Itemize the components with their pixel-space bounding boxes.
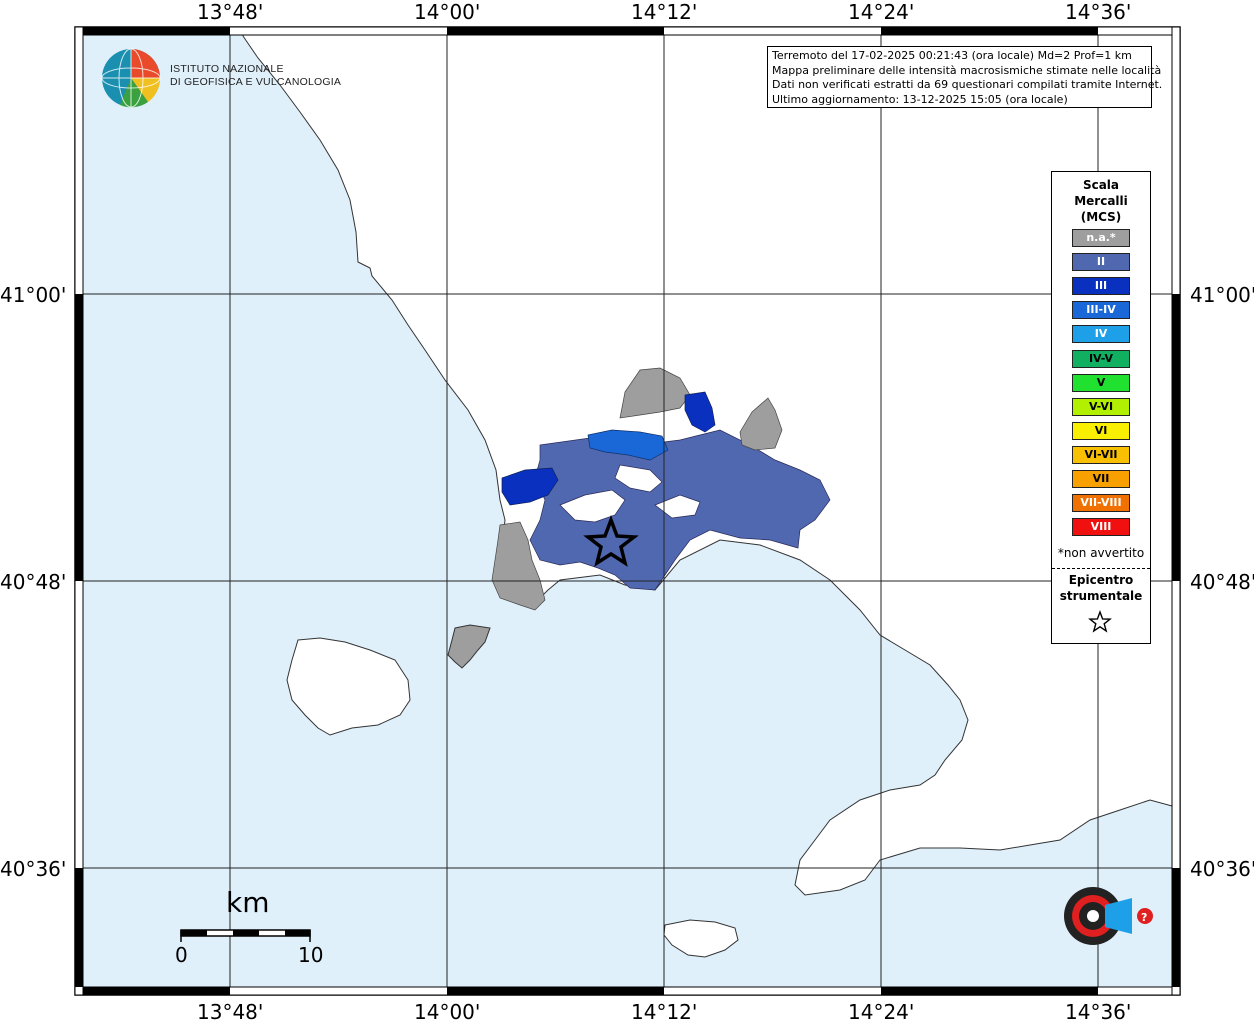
legend-title-line3: (MCS) [1080,210,1122,224]
scale-bar-unit: km [226,886,270,919]
unreported-area-3 [654,494,701,519]
ischia-island [286,637,411,736]
legend-swatch-vi-vii: VI-VII [1072,445,1130,464]
ingv-logo-line1: ISTITUTO NAZIONALE [170,63,284,75]
info-line-3: Dati non verificati estratti da 69 quest… [772,78,1163,91]
lon-label-bottom-1: 13°48' [197,1000,264,1024]
legend-swatch-v-vi: V-VI [1072,397,1130,416]
lon-label-bottom-2: 14°00' [414,1000,481,1024]
legend-title: Scala Mercalli (MCS) [1052,177,1150,225]
epicenter-star [583,515,639,567]
unreported-area-1 [559,489,626,523]
graticule [75,27,1180,995]
lat-label-right-1: 41°00' [1190,283,1254,307]
lat-label-left-1: 41°00' [0,283,67,307]
area-intensity-III-north [684,391,716,433]
area-not-assigned-east [739,397,783,451]
procida-island [447,624,491,669]
lon-label-bottom-4: 14°24' [848,1000,915,1024]
legend-title-line2: Mercalli [1074,194,1128,208]
lat-label-left-3: 40°36' [0,857,67,881]
legend-title-line1: Scala [1082,178,1120,192]
ingv-logo-text: ISTITUTO NAZIONALE DI GEOFISICA E VULCAN… [170,63,341,89]
legend-swatch-iv-v: IV-V [1072,349,1130,368]
capri-island [663,919,739,958]
legend-swatch-iv: IV [1072,325,1130,344]
hai-sentito-logo-icon: ? [1064,887,1153,945]
legend-swatch-iii-iv: III-IV [1072,301,1130,320]
unreported-area-2 [614,464,663,493]
legend-swatch-ii: II [1072,253,1130,272]
info-line-2: Mappa preliminare delle intensità macros… [772,63,1162,77]
lon-label-bottom-5: 14°36' [1065,1000,1132,1024]
lon-label-top-1: 13°48' [197,0,264,24]
lon-label-top-5: 14°36' [1065,0,1132,24]
legend-separator [1052,568,1150,569]
lon-label-top-2: 14°00' [414,0,481,24]
map-frame [74,26,1181,996]
legend-swatch-vii-viii: VII-VIII [1072,494,1130,513]
ingv-logo-icon [101,48,161,108]
legend-epicenter-line1: Epicentro [1068,573,1134,587]
earthquake-info-box: Terremoto del 17-02-2025 00:21:43 (ora l… [767,46,1163,108]
legend-swatch-vii: VII [1072,470,1130,488]
area-not-assigned-west [491,521,546,611]
area-intensity-III-west [501,467,559,506]
legend-epicenter-line2: strumentale [1059,589,1143,603]
lat-label-right-2: 40°48' [1190,570,1254,594]
lon-label-bottom-3: 14°12' [631,1000,698,1024]
legend-swatch-viii: VIII [1072,518,1130,537]
area-intensity-III-IV [587,429,669,461]
scale-bar [180,929,311,942]
ingv-logo-line2: DI GEOFISICA E VULCANOLOGIA [170,76,342,88]
legend-epicenter-label: Epicentro strumentale [1052,572,1150,604]
lat-label-right-3: 40°36' [1190,857,1254,881]
scale-bar-max: 10 [298,943,324,967]
legend-swatch-vi: VI [1072,421,1130,440]
svg-text:?: ? [1141,911,1147,924]
scale-bar-min: 0 [175,943,188,967]
legend-swatch-v: V [1072,373,1130,392]
legend-not-felt-note: *non avvertito [1057,546,1145,560]
lon-label-top-4: 14°24' [848,0,915,24]
lat-label-left-2: 40°48' [0,570,67,594]
legend-swatch-n-a: n.a.* [1072,229,1130,247]
info-line-1: Terremoto del 17-02-2025 00:21:43 (ora l… [772,49,1132,62]
intensity-legend: Scala Mercalli (MCS) n.a.* II III III-IV IV I… [1051,171,1151,644]
info-line-4: Ultimo aggiornamento: 13-12-2025 15:05 (… [772,92,1068,106]
legend-star-icon [1088,610,1112,633]
legend-swatch-iii: III [1072,277,1130,296]
lon-label-top-3: 14°12' [631,0,698,24]
